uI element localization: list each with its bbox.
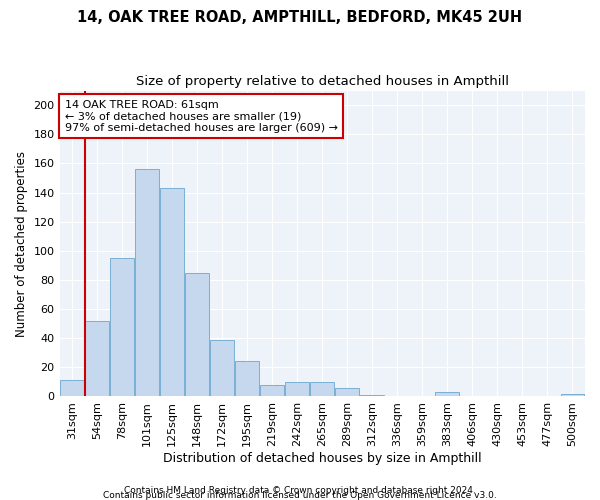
Text: Contains HM Land Registry data © Crown copyright and database right 2024.: Contains HM Land Registry data © Crown c… bbox=[124, 486, 476, 495]
Title: Size of property relative to detached houses in Ampthill: Size of property relative to detached ho… bbox=[136, 75, 509, 88]
Bar bbox=[560, 394, 584, 396]
Bar bbox=[135, 169, 159, 396]
Bar bbox=[235, 362, 259, 396]
Bar bbox=[160, 188, 184, 396]
Bar bbox=[260, 385, 284, 396]
X-axis label: Distribution of detached houses by size in Ampthill: Distribution of detached houses by size … bbox=[163, 452, 482, 465]
Text: 14 OAK TREE ROAD: 61sqm
← 3% of detached houses are smaller (19)
97% of semi-det: 14 OAK TREE ROAD: 61sqm ← 3% of detached… bbox=[65, 100, 338, 133]
Y-axis label: Number of detached properties: Number of detached properties bbox=[15, 150, 28, 336]
Bar bbox=[361, 395, 384, 396]
Bar bbox=[310, 382, 334, 396]
Bar bbox=[185, 272, 209, 396]
Bar bbox=[85, 320, 109, 396]
Bar bbox=[210, 340, 234, 396]
Bar bbox=[60, 380, 84, 396]
Bar bbox=[110, 258, 134, 396]
Bar bbox=[436, 392, 459, 396]
Bar bbox=[335, 388, 359, 396]
Text: Contains public sector information licensed under the Open Government Licence v3: Contains public sector information licen… bbox=[103, 490, 497, 500]
Text: 14, OAK TREE ROAD, AMPTHILL, BEDFORD, MK45 2UH: 14, OAK TREE ROAD, AMPTHILL, BEDFORD, MK… bbox=[77, 10, 523, 25]
Bar bbox=[286, 382, 309, 396]
